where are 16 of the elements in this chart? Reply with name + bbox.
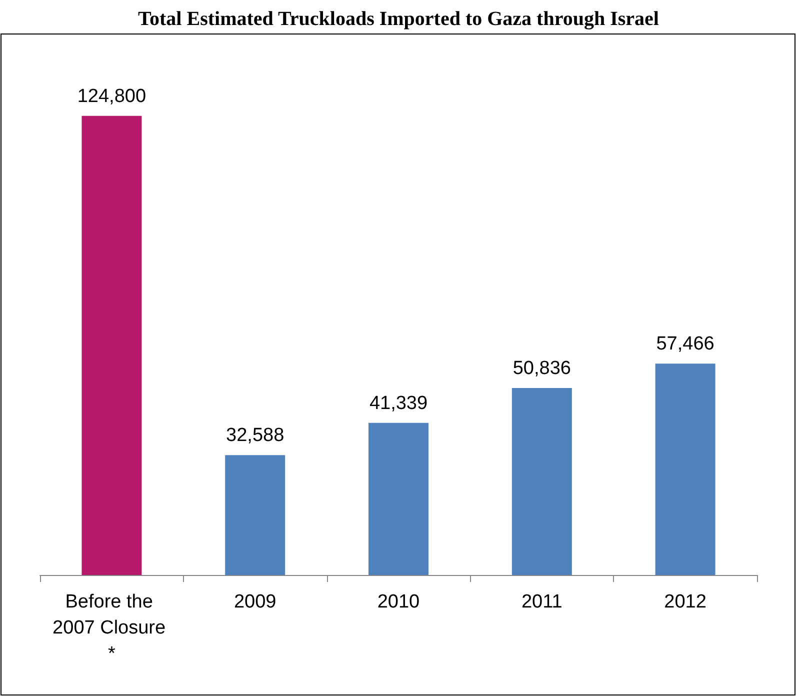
data-label: 41,339 [369, 392, 428, 414]
bar [82, 116, 142, 575]
x-tick-label: 2011 [521, 592, 562, 612]
data-label: 50,836 [512, 358, 571, 379]
x-tick-label: 2012 [664, 592, 706, 612]
chart-title: Total Estimated Truckloads Imported to Gaza through Israel [138, 8, 660, 30]
bar [512, 388, 572, 575]
data-label: 32,588 [226, 425, 284, 446]
x-tick-label: Before the 2007 Closure * [52, 592, 171, 664]
data-label: 57,466 [656, 334, 714, 355]
data-label: 124,800 [77, 86, 146, 107]
bar [655, 364, 716, 575]
bar [368, 422, 428, 575]
x-tick-label: 2010 [377, 592, 420, 612]
bar [225, 455, 286, 575]
x-tick-label: 2009 [234, 592, 276, 612]
